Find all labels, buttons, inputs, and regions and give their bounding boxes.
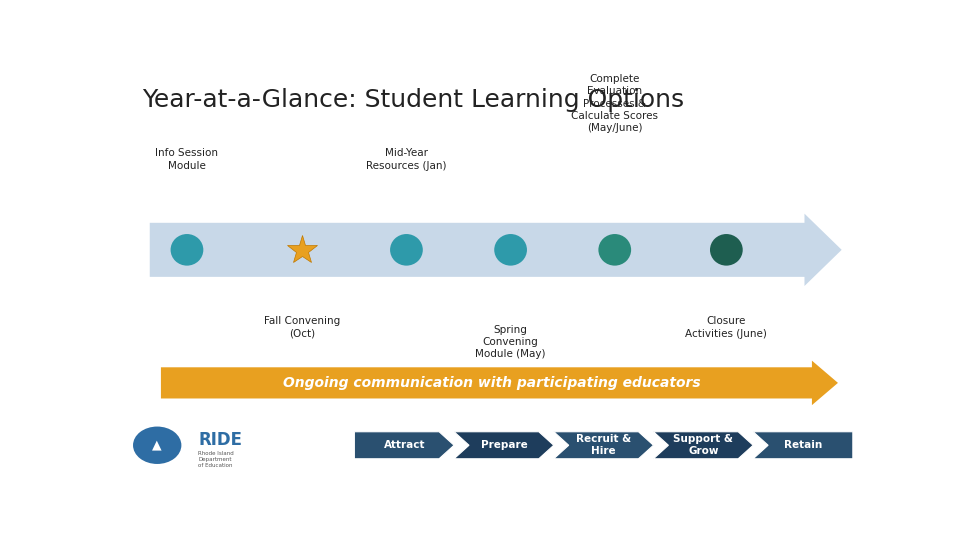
Text: Info Session
Module: Info Session Module [156, 148, 219, 171]
Ellipse shape [710, 234, 743, 266]
Polygon shape [454, 432, 554, 459]
Text: Rhode Island
Department
of Education: Rhode Island Department of Education [198, 451, 234, 468]
Text: Year-at-a-Glance: Student Learning Options: Year-at-a-Glance: Student Learning Optio… [142, 87, 684, 112]
Text: Complete
Evaluation
Processes &
Calculate Scores
(May/June): Complete Evaluation Processes & Calculat… [571, 74, 659, 133]
Text: Fall Convening
(Oct): Fall Convening (Oct) [264, 316, 341, 339]
Polygon shape [654, 432, 754, 459]
Text: Closure
Activities (June): Closure Activities (June) [685, 316, 767, 339]
Polygon shape [150, 214, 842, 286]
Text: Mid-Year
Resources (Jan): Mid-Year Resources (Jan) [366, 148, 446, 171]
Ellipse shape [598, 234, 631, 266]
Text: Recruit &
Hire: Recruit & Hire [576, 435, 631, 456]
Polygon shape [554, 432, 654, 459]
Polygon shape [354, 432, 454, 459]
Ellipse shape [171, 234, 204, 266]
Ellipse shape [390, 234, 422, 266]
Text: Attract: Attract [383, 440, 425, 450]
Text: Retain: Retain [784, 440, 822, 450]
Polygon shape [161, 361, 838, 405]
Text: Support &
Grow: Support & Grow [673, 435, 733, 456]
Ellipse shape [494, 234, 527, 266]
Text: Prepare: Prepare [481, 440, 527, 450]
Text: ▲: ▲ [153, 439, 162, 452]
Text: RIDE: RIDE [198, 431, 242, 449]
Text: Ongoing communication with participating educators: Ongoing communication with participating… [283, 376, 701, 390]
Ellipse shape [133, 427, 181, 464]
Text: Spring
Convening
Module (May): Spring Convening Module (May) [475, 325, 546, 360]
Polygon shape [754, 432, 852, 459]
